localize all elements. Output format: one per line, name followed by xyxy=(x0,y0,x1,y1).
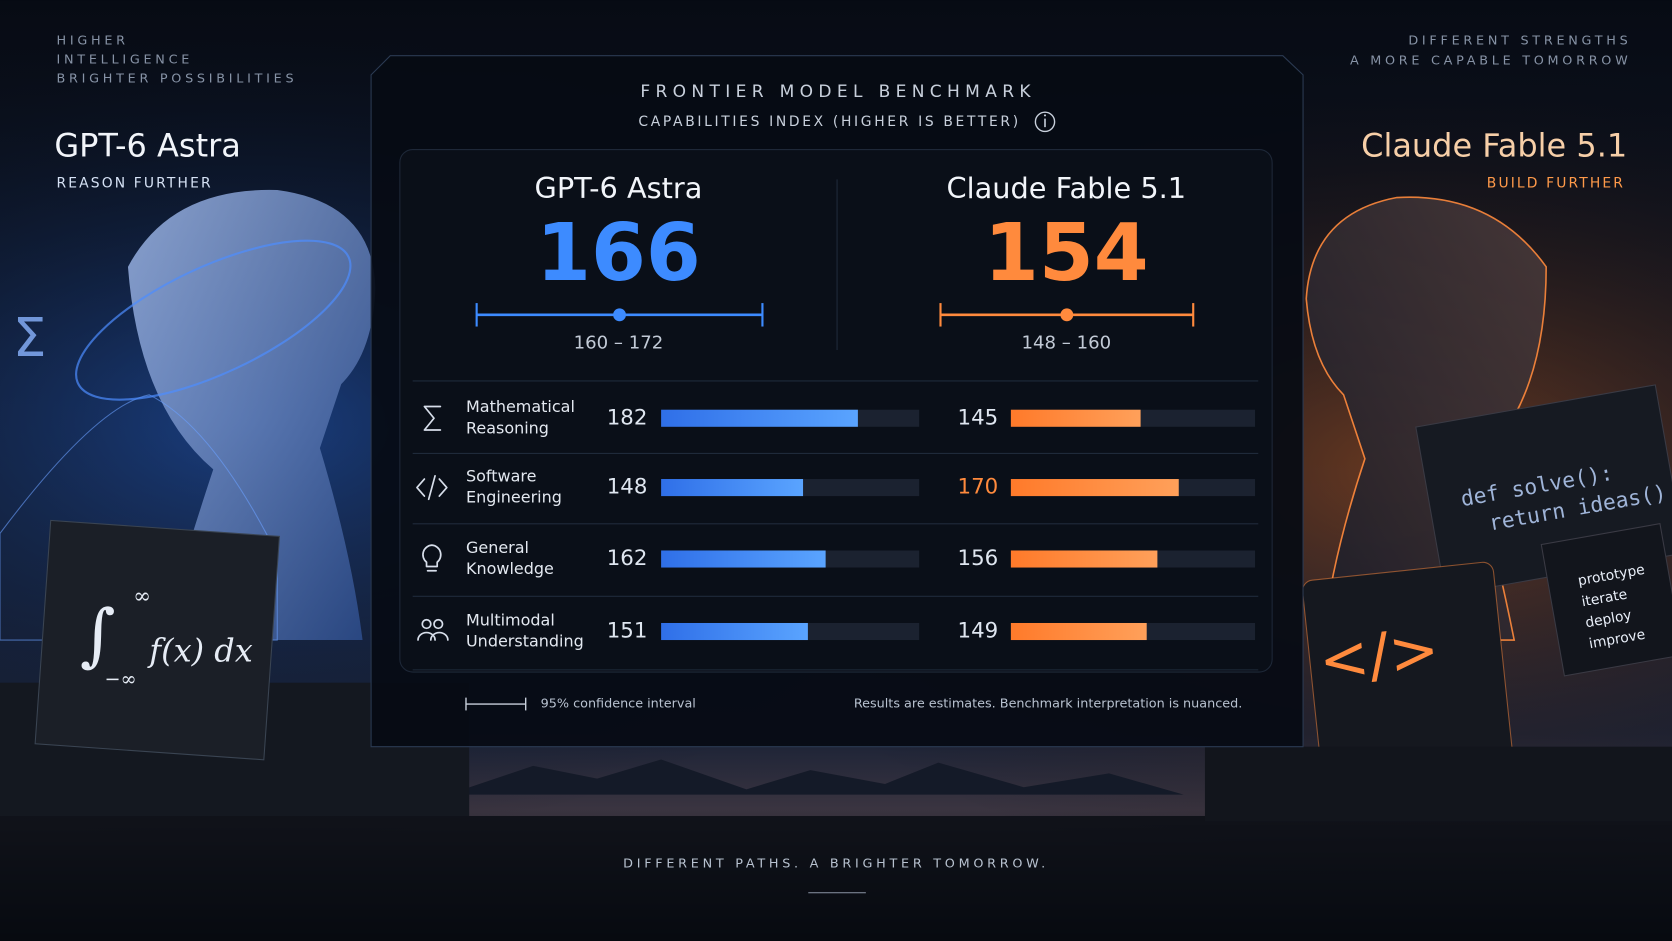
bar xyxy=(1010,409,1141,427)
model-name: Claude Fable 5.1 xyxy=(947,171,1187,205)
ci-label: 148 – 160 xyxy=(1021,333,1111,354)
category-label: Understanding xyxy=(466,632,584,651)
note: Results are estimates. Benchmark interpr… xyxy=(854,697,1242,712)
decor-text: ∫ xyxy=(80,596,116,675)
left-figure: ∫ ∞ −∞ f(x) dx Σ xyxy=(0,189,470,816)
category-label: Engineering xyxy=(466,488,562,507)
ci-legend-symbol xyxy=(465,697,527,711)
bar xyxy=(661,409,858,427)
tagline: INTELLIGENCE xyxy=(57,52,194,67)
category-label: Knowledge xyxy=(466,559,554,578)
value-label: 162 xyxy=(607,546,648,571)
score: 154 xyxy=(984,207,1149,299)
score: 166 xyxy=(536,207,701,299)
motto: BUILD FURTHER xyxy=(1487,176,1625,192)
legend-text: 95% confidence interval xyxy=(541,697,696,712)
decor-text: </> xyxy=(1316,615,1443,696)
bar xyxy=(661,622,808,641)
row-icons xyxy=(416,405,449,641)
decor-text: Σ xyxy=(13,307,47,369)
decor-text: f(x) dx xyxy=(147,631,252,669)
bar xyxy=(661,479,804,497)
tagline: A MORE CAPABLE TOMORROW xyxy=(1350,54,1632,69)
bar xyxy=(1010,550,1158,568)
panel-title: FRONTIER MODEL BENCHMARK xyxy=(640,82,1036,102)
value-label: 182 xyxy=(607,405,648,430)
ci-label: 160 – 172 xyxy=(574,333,664,354)
model-name: Claude Fable 5.1 xyxy=(1361,126,1627,164)
panel-subtitle: CAPABILITIES INDEX (HIGHER IS BETTER) xyxy=(638,114,1020,130)
tagline: HIGHER xyxy=(57,33,129,48)
decor-text: deploy xyxy=(1584,607,1633,631)
decor-text: ∞ xyxy=(133,584,151,609)
footer: DIFFERENT PATHS. A BRIGHTER TOMORROW. xyxy=(623,856,1049,871)
tagline: BRIGHTER POSSIBILITIES xyxy=(57,72,298,87)
value-label: 170 xyxy=(958,475,999,500)
value-label: 148 xyxy=(607,475,648,500)
score-dot xyxy=(1060,308,1074,322)
value-label: 156 xyxy=(958,546,999,571)
mountains xyxy=(447,759,1184,795)
category-label: Mathematical xyxy=(466,397,575,416)
bar xyxy=(1010,622,1147,641)
value-label: 149 xyxy=(958,619,999,644)
bar xyxy=(661,550,826,568)
model-name: GPT-6 Astra xyxy=(535,171,703,205)
score-dot xyxy=(613,308,626,322)
bar xyxy=(1010,479,1179,497)
right-figure: def solve(): return ideas() prototype it… xyxy=(1204,196,1672,822)
category-label: General xyxy=(466,538,529,557)
category-label: Multimodal xyxy=(466,610,555,629)
model-name: GPT-6 Astra xyxy=(54,126,240,164)
motto: REASON FURTHER xyxy=(57,176,213,192)
tagline: DIFFERENT STRENGTHS xyxy=(1408,33,1631,48)
decor-text: iterate xyxy=(1580,587,1628,611)
decor-text: −∞ xyxy=(105,668,137,691)
floor xyxy=(0,815,1672,941)
value-label: 151 xyxy=(607,619,648,644)
category-label: Reasoning xyxy=(466,418,549,437)
info-icon[interactable] xyxy=(1034,111,1056,133)
category-label: Software xyxy=(466,466,536,485)
value-label: 145 xyxy=(958,405,999,430)
